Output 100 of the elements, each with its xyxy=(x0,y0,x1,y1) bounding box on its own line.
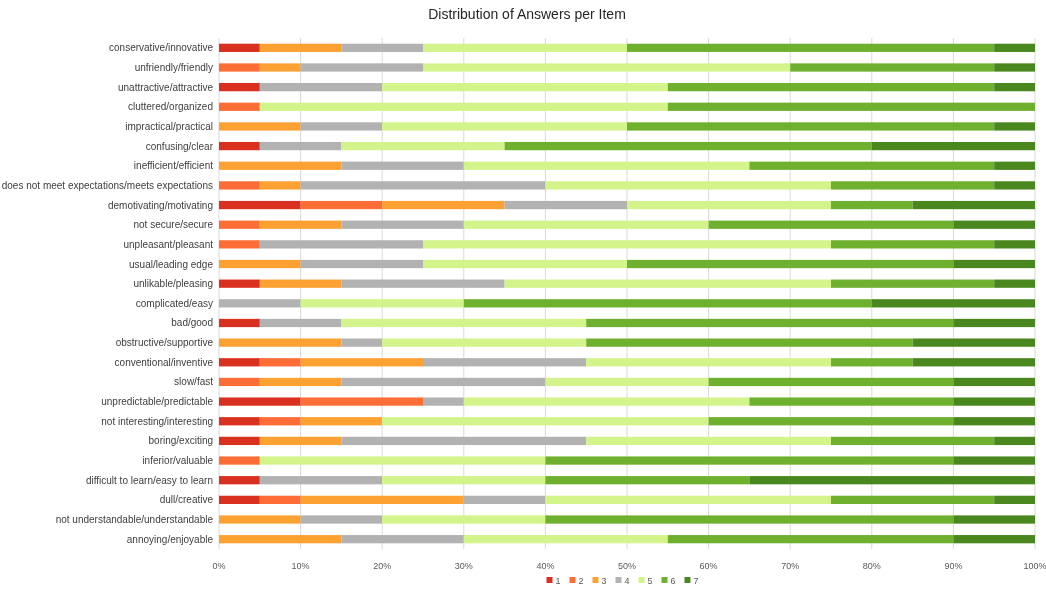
bar xyxy=(259,417,301,426)
y-tick-label: confusing/clear xyxy=(145,140,214,152)
y-tick-label: unlikable/pleasing xyxy=(133,278,213,290)
bar xyxy=(545,377,709,387)
y-tick-label: inferior/valuable xyxy=(142,455,214,467)
bar xyxy=(300,299,464,308)
bar xyxy=(708,417,954,426)
bar xyxy=(259,102,668,111)
bar xyxy=(259,43,342,52)
bar xyxy=(912,200,1035,210)
y-tick-label: unpredictable/predictable xyxy=(101,396,214,408)
bar xyxy=(586,358,831,367)
bar xyxy=(259,220,342,229)
bar xyxy=(994,122,1035,131)
bar xyxy=(219,83,260,92)
bar xyxy=(341,338,383,347)
bar xyxy=(219,338,342,347)
bar xyxy=(219,161,342,170)
bar xyxy=(300,358,423,367)
bar xyxy=(831,358,913,367)
bar xyxy=(219,279,260,288)
bar xyxy=(382,83,668,92)
bar xyxy=(219,417,260,426)
x-tick-label: 80% xyxy=(862,561,881,571)
bar xyxy=(423,43,627,52)
bar xyxy=(749,161,995,170)
y-tick-label: unfriendly/friendly xyxy=(134,61,213,73)
x-tick-label: 20% xyxy=(373,561,392,571)
bar xyxy=(300,181,546,190)
bar xyxy=(341,220,464,229)
y-tick-label: obstructive/supportive xyxy=(115,337,214,349)
x-tick-label: 10% xyxy=(291,561,310,571)
bar xyxy=(382,515,546,524)
bar xyxy=(300,122,383,131)
bar xyxy=(259,181,301,190)
bar xyxy=(219,122,301,131)
bar xyxy=(586,436,831,446)
bar xyxy=(831,200,913,210)
x-tick-label: 60% xyxy=(699,561,718,571)
bar xyxy=(382,338,587,347)
bar xyxy=(994,181,1035,190)
bar xyxy=(423,358,587,367)
bar xyxy=(382,417,709,426)
bar xyxy=(667,102,1035,111)
bar xyxy=(831,436,995,446)
bar xyxy=(341,377,546,387)
bar xyxy=(219,377,260,387)
bar xyxy=(341,279,505,288)
bar xyxy=(463,397,750,406)
x-tick-label: 70% xyxy=(781,561,800,571)
bar xyxy=(259,476,383,485)
bar xyxy=(219,436,260,446)
bar xyxy=(219,43,260,52)
legend-label: 5 xyxy=(647,576,653,586)
bar xyxy=(627,43,995,52)
x-tick-label: 0% xyxy=(212,561,226,571)
y-tick-label: demotivating/motivating xyxy=(107,199,213,211)
bar xyxy=(953,259,1035,269)
y-tick-label: conventional/inventive xyxy=(114,356,214,368)
bar xyxy=(831,495,995,504)
bar xyxy=(463,495,546,504)
bar xyxy=(300,495,464,504)
bar xyxy=(953,220,1035,229)
bar xyxy=(504,200,627,210)
legend-label: 1 xyxy=(555,576,561,586)
bar xyxy=(586,318,954,328)
y-tick-label: not understandable/understandable xyxy=(55,514,214,526)
bar xyxy=(912,338,1035,347)
x-tick-label: 90% xyxy=(944,561,963,571)
bar xyxy=(545,181,831,190)
bar xyxy=(219,456,260,465)
bar xyxy=(219,299,301,308)
bar xyxy=(708,377,954,387)
legend-label: 2 xyxy=(578,576,584,586)
bar xyxy=(219,63,260,72)
bar xyxy=(300,515,383,524)
bar xyxy=(300,200,383,210)
y-tick-label: impractical/practical xyxy=(125,120,213,132)
legend-label: 7 xyxy=(693,576,699,586)
y-tick-label: complicated/easy xyxy=(135,297,213,309)
y-tick-label: does not meet expectations/meets expectations xyxy=(1,179,213,191)
legend-label: 6 xyxy=(670,576,676,586)
bar xyxy=(259,456,546,465)
x-tick-label: 50% xyxy=(617,561,637,571)
bar xyxy=(219,495,260,504)
bar xyxy=(953,318,1035,328)
bar xyxy=(259,240,423,249)
bar xyxy=(953,377,1035,387)
bar xyxy=(382,476,546,485)
y-tick-label: dull/creative xyxy=(159,494,214,506)
bar xyxy=(708,220,954,229)
y-tick-label: inefficient/efficient xyxy=(133,160,214,172)
bar xyxy=(219,181,260,190)
bar xyxy=(463,299,872,308)
bar xyxy=(341,141,505,151)
y-tick-label: difficult to learn/easy to learn xyxy=(85,474,213,486)
bar xyxy=(341,161,464,170)
bar xyxy=(994,495,1035,504)
y-tick-label: usual/leading edge xyxy=(129,258,214,270)
bar xyxy=(994,161,1035,170)
